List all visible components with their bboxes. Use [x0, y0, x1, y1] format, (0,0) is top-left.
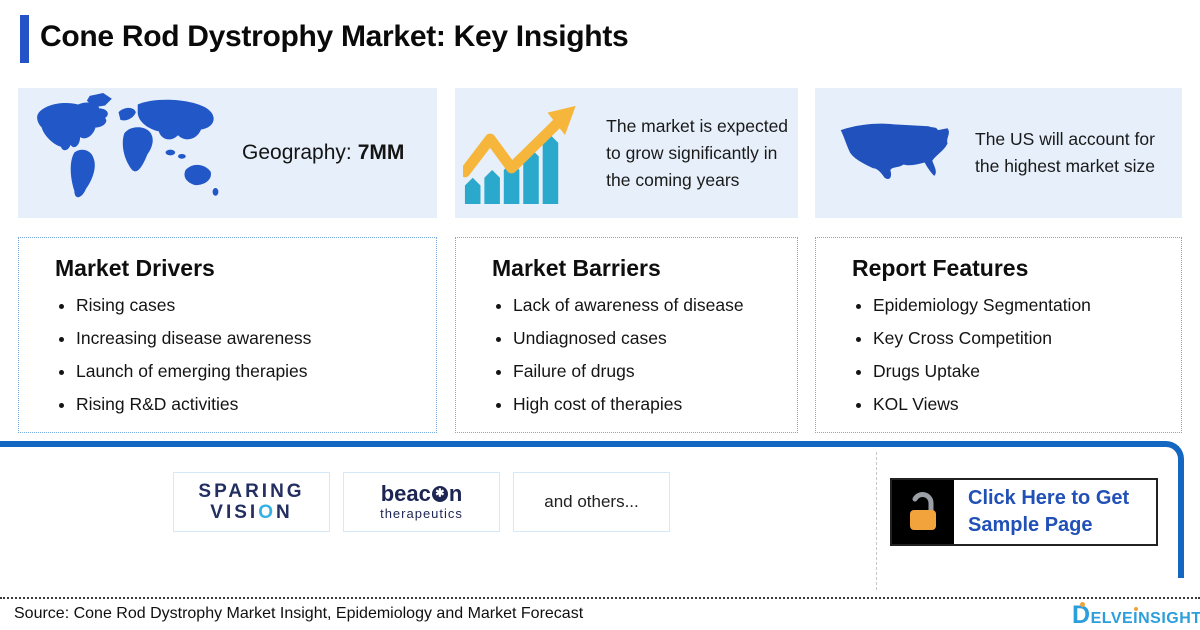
market-growth-text: The market is expected to grow significa… — [606, 115, 789, 190]
cta-label-line1: Click Here to Get — [968, 487, 1130, 509]
report-features-list: Epidemiology Segmentation Key Cross Comp… — [816, 295, 1181, 415]
beacon-therapeutics-logo: beacn therapeutics — [343, 472, 500, 532]
sparing-vision-line2: VISION — [210, 502, 292, 523]
market-barriers-list: Lack of awareness of disease Undiagnosed… — [456, 295, 797, 415]
geography-label: Geography: — [242, 141, 352, 164]
list-item: Key Cross Competition — [873, 328, 1181, 349]
geography-value: 7MM — [357, 141, 405, 164]
market-drivers-list: Rising cases Increasing disease awarenes… — [19, 295, 436, 415]
geography-text: Geography: 7MM — [242, 141, 404, 165]
list-item: Lack of awareness of disease — [513, 295, 797, 316]
cta-label: Click Here to Get Sample Page — [968, 485, 1129, 539]
us-market-card: The US will account for the highest mark… — [815, 88, 1182, 218]
source-text: Source: Cone Rod Dystrophy Market Insigh… — [14, 605, 584, 622]
beacon-wordmark: beacn — [381, 483, 463, 505]
pinwheel-o-icon — [431, 486, 448, 502]
market-growth-card: The market is expected to grow significa… — [455, 88, 798, 218]
brand-d-icon: D — [1072, 601, 1091, 629]
market-barriers-heading: Market Barriers — [492, 255, 661, 281]
delveinsight-logo: D ELVE I NSIGHT — [1072, 601, 1200, 630]
list-item: KOL Views — [873, 394, 1181, 415]
beacon-pre: beac — [380, 481, 431, 506]
cta-label-line2: Sample Page — [968, 514, 1093, 536]
report-features-panel: Report Features Epidemiology Segmentatio… — [815, 237, 1182, 433]
list-item: Epidemiology Segmentation — [873, 295, 1181, 316]
footer-divider — [0, 597, 1200, 599]
beacon-subtitle: therapeutics — [380, 506, 463, 521]
others-label: and others... — [544, 492, 639, 511]
beacon-post: n — [448, 481, 463, 506]
list-item: Rising R&D activities — [76, 394, 436, 415]
market-barriers-panel: Market Barriers Lack of awareness of dis… — [455, 237, 798, 433]
world-map-icon — [37, 93, 219, 198]
list-item: Rising cases — [76, 295, 436, 316]
get-sample-page-button[interactable]: Click Here to Get Sample Page — [890, 478, 1158, 546]
list-item: Drugs Uptake — [873, 361, 1181, 382]
unlock-icon — [910, 492, 936, 530]
growth-chart-icon — [463, 105, 576, 205]
report-features-heading: Report Features — [852, 255, 1029, 281]
vision-pre: VISI — [210, 502, 259, 523]
brand-rest2: NSIGHT — [1138, 610, 1200, 627]
list-item: Failure of drugs — [513, 361, 797, 382]
title-accent-bar — [20, 15, 29, 63]
us-map-icon — [840, 123, 949, 180]
vision-post: N — [275, 502, 293, 523]
list-item: High cost of therapies — [513, 394, 797, 415]
sparing-vision-logo: SPARING VISION — [173, 472, 330, 532]
list-item: Undiagnosed cases — [513, 328, 797, 349]
market-drivers-heading: Market Drivers — [55, 255, 215, 281]
brand-rest1: ELVE — [1090, 610, 1134, 627]
vision-o: O — [258, 502, 276, 523]
brand-dotted-i: I — [1133, 610, 1139, 627]
us-market-text: The US will account for the highest mark… — [975, 129, 1155, 176]
page-title: Cone Rod Dystrophy Market: Key Insights — [40, 20, 629, 53]
list-item: Increasing disease awareness — [76, 328, 436, 349]
geography-card: Geography: 7MM — [18, 88, 437, 218]
sparing-vision-line1: SPARING — [198, 481, 305, 502]
vertical-dashed-divider — [876, 452, 877, 590]
lock-box — [892, 480, 954, 544]
market-drivers-panel: Market Drivers Rising cases Increasing d… — [18, 237, 437, 433]
other-companies-box: and others... — [513, 472, 670, 532]
bottom-band-border — [0, 441, 1184, 578]
list-item: Launch of emerging therapies — [76, 361, 436, 382]
